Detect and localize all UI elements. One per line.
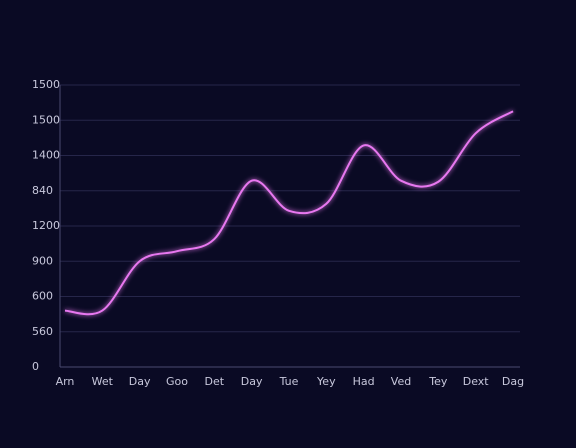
- y-tick-label: 560: [32, 325, 53, 338]
- x-tick-label: Goo: [166, 375, 188, 388]
- x-tick-label: Day: [129, 375, 151, 388]
- y-tick-label: 0: [32, 360, 39, 373]
- x-tick-label: Dext: [463, 375, 490, 388]
- y-tick-label: 1200: [32, 219, 60, 232]
- x-tick-label: Tey: [428, 375, 448, 388]
- y-tick-label: 1500: [32, 113, 60, 126]
- x-tick-label: Tue: [279, 375, 299, 388]
- x-tick-label: Arn: [56, 375, 75, 388]
- x-tick-label: Had: [353, 375, 375, 388]
- x-tick-label: Ved: [391, 375, 411, 388]
- y-tick-label: 1400: [32, 149, 60, 162]
- y-tick-label: 600: [32, 290, 53, 303]
- x-tick-label: Yey: [316, 375, 336, 388]
- x-tick-label: Dag: [502, 375, 524, 388]
- y-tick-label: 1500: [32, 78, 60, 91]
- data-line: [64, 110, 514, 316]
- y-tick-label: 840: [32, 184, 53, 197]
- x-tick-label: Det: [205, 375, 225, 388]
- y-tick-label: 900: [32, 254, 53, 267]
- x-tick-label: Wet: [92, 375, 114, 388]
- x-tick-label: Day: [241, 375, 263, 388]
